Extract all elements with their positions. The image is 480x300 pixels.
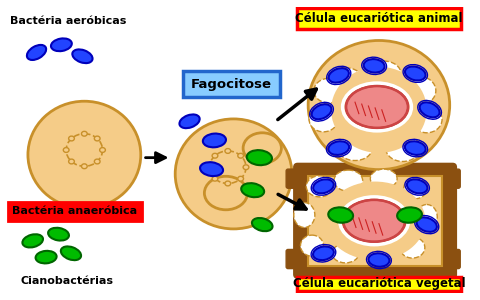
Ellipse shape: [406, 179, 427, 194]
Ellipse shape: [63, 148, 69, 152]
Ellipse shape: [396, 207, 421, 223]
Ellipse shape: [203, 134, 226, 147]
Ellipse shape: [225, 148, 230, 153]
Ellipse shape: [23, 234, 43, 248]
Text: Célula eucariótica vegetal: Célula eucariótica vegetal: [292, 278, 464, 290]
Ellipse shape: [309, 107, 337, 132]
Ellipse shape: [330, 67, 426, 153]
Ellipse shape: [365, 245, 392, 266]
Ellipse shape: [324, 182, 424, 260]
Ellipse shape: [416, 218, 436, 232]
Ellipse shape: [327, 207, 352, 223]
Ellipse shape: [328, 68, 348, 83]
Ellipse shape: [69, 159, 74, 164]
Ellipse shape: [308, 40, 449, 169]
FancyBboxPatch shape: [296, 277, 460, 291]
Ellipse shape: [333, 170, 362, 191]
Ellipse shape: [237, 176, 243, 181]
Ellipse shape: [385, 135, 419, 161]
Ellipse shape: [402, 76, 435, 105]
Ellipse shape: [415, 205, 436, 230]
Text: Bactéria anaeróbica: Bactéria anaeróbica: [12, 206, 137, 216]
Ellipse shape: [60, 246, 81, 260]
Ellipse shape: [306, 176, 332, 197]
Ellipse shape: [212, 176, 217, 181]
Ellipse shape: [212, 153, 217, 158]
Ellipse shape: [368, 253, 389, 267]
FancyBboxPatch shape: [286, 169, 307, 188]
Ellipse shape: [363, 59, 384, 73]
Ellipse shape: [326, 68, 363, 94]
Ellipse shape: [404, 67, 425, 80]
Text: Cianobactérias: Cianobactérias: [20, 276, 113, 286]
Ellipse shape: [331, 244, 358, 263]
Ellipse shape: [200, 162, 223, 176]
Ellipse shape: [293, 202, 314, 227]
Ellipse shape: [419, 102, 439, 117]
FancyBboxPatch shape: [286, 250, 307, 268]
Ellipse shape: [242, 165, 248, 170]
Ellipse shape: [252, 218, 272, 231]
Ellipse shape: [311, 104, 331, 119]
FancyBboxPatch shape: [296, 8, 460, 29]
Text: Bactéria aeróbicas: Bactéria aeróbicas: [10, 16, 126, 26]
Ellipse shape: [240, 183, 264, 197]
Ellipse shape: [345, 86, 407, 128]
Ellipse shape: [237, 153, 243, 158]
Ellipse shape: [312, 179, 333, 194]
Ellipse shape: [342, 200, 404, 242]
Ellipse shape: [28, 101, 141, 208]
Ellipse shape: [246, 150, 271, 165]
FancyBboxPatch shape: [8, 202, 142, 221]
FancyBboxPatch shape: [308, 176, 441, 266]
Ellipse shape: [242, 133, 281, 164]
Ellipse shape: [175, 119, 291, 229]
Ellipse shape: [179, 114, 199, 128]
Text: Célula eucariótica animal: Célula eucariótica animal: [295, 13, 462, 26]
Ellipse shape: [99, 148, 105, 152]
Ellipse shape: [404, 141, 425, 155]
Ellipse shape: [337, 136, 372, 160]
Ellipse shape: [36, 251, 57, 263]
Ellipse shape: [313, 78, 344, 103]
Ellipse shape: [225, 181, 230, 186]
Ellipse shape: [27, 45, 46, 60]
Ellipse shape: [204, 176, 247, 210]
Ellipse shape: [81, 131, 87, 136]
Ellipse shape: [206, 165, 212, 170]
Ellipse shape: [328, 141, 348, 155]
Ellipse shape: [94, 159, 100, 164]
FancyBboxPatch shape: [182, 70, 280, 98]
FancyBboxPatch shape: [438, 250, 459, 268]
Ellipse shape: [51, 38, 72, 51]
FancyBboxPatch shape: [438, 169, 459, 188]
Ellipse shape: [399, 237, 424, 258]
Ellipse shape: [300, 235, 323, 256]
Ellipse shape: [366, 61, 400, 86]
Ellipse shape: [81, 164, 87, 169]
Ellipse shape: [72, 50, 92, 63]
Ellipse shape: [410, 106, 441, 133]
Text: Fagocitose: Fagocitose: [191, 77, 272, 91]
FancyBboxPatch shape: [293, 164, 456, 278]
Ellipse shape: [69, 136, 74, 141]
Ellipse shape: [94, 136, 100, 141]
Ellipse shape: [403, 178, 426, 199]
Ellipse shape: [370, 169, 396, 188]
Ellipse shape: [48, 228, 69, 241]
Ellipse shape: [312, 247, 333, 260]
